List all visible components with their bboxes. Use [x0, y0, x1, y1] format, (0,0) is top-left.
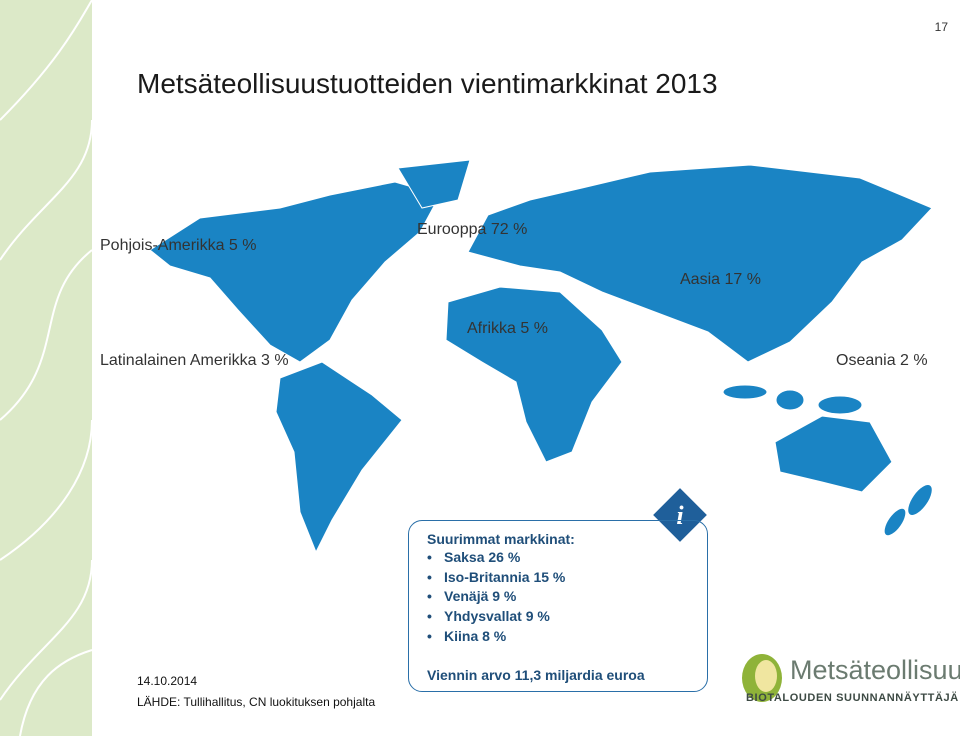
region-label: Oseania 2 %: [836, 352, 928, 369]
logo-mark: [742, 654, 782, 702]
svg-text:i: i: [676, 501, 684, 530]
logo-name: Metsäteollisuus: [790, 655, 960, 685]
region-label: Afrikka 5 %: [467, 320, 548, 337]
source: LÄHDE: Tullihallitus, CN luokituksen poh…: [137, 695, 376, 709]
info-item: Yhdysvallat 9 %: [427, 607, 565, 627]
region-label: Eurooppa 72 %: [417, 221, 528, 238]
decorative-strip: [0, 0, 92, 736]
logo-tagline: BIOTALOUDEN SUUNNANNÄYTTÄJÄ: [746, 692, 959, 704]
region-label: Pohjois-Amerikka 5 %: [100, 237, 257, 254]
region-label: Latinalainen Amerikka 3 %: [100, 352, 289, 369]
info-item: Iso-Britannia 15 %: [427, 568, 565, 588]
page-number: 17: [934, 20, 948, 34]
date: 14.10.2014: [137, 674, 198, 688]
info-footer: Viennin arvo 11,3 miljardia euroa: [427, 667, 645, 683]
info-item: Venäjä 9 %: [427, 587, 565, 607]
info-item: Kiina 8 %: [427, 627, 565, 647]
info-box: [408, 520, 708, 692]
info-item: Saksa 26 %: [427, 548, 565, 568]
world-map: [149, 159, 933, 554]
info-heading: Suurimmat markkinat:: [427, 531, 575, 547]
decorative-curves: [0, 0, 93, 736]
region-label: Aasia 17 %: [680, 271, 761, 288]
title: Metsäteollisuustuotteiden vientimarkkina…: [137, 68, 718, 99]
info-list: Saksa 26 %Iso-Britannia 15 %Venäjä 9 %Yh…: [427, 548, 565, 646]
